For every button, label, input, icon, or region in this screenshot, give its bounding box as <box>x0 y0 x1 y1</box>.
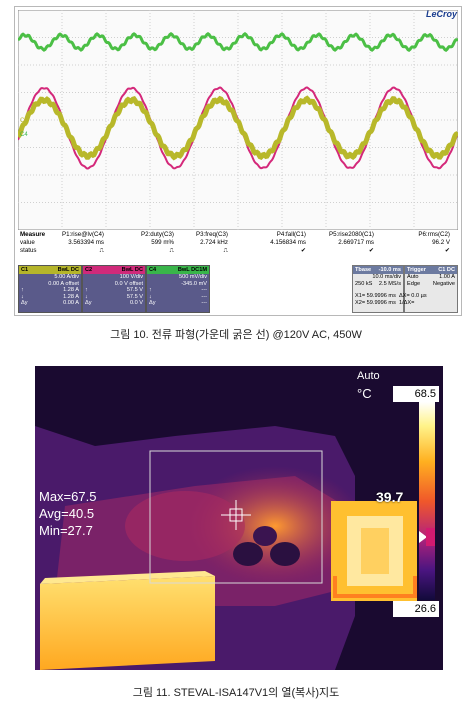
status-label: status <box>20 247 37 254</box>
transformer-inner <box>361 528 389 574</box>
capacitor-3 <box>253 526 277 546</box>
temperature-unit: °C <box>357 386 372 401</box>
measure-value: 2.669717 ms <box>338 239 374 246</box>
timebase-box: Tbase -10.0 ms 10.0 ms/div 250 kS 2.5 MS/s <box>352 265 404 313</box>
measurement-area-box <box>149 450 323 584</box>
channel-line: Δy 0.00 A <box>21 300 79 307</box>
channel-coupling: BwL DC1M <box>177 267 207 273</box>
cursor-dx: ΔX= 0.0 µs <box>399 293 427 299</box>
cursor-inv-dx: 1/ΔX= <box>399 300 415 306</box>
channel-line: ↓ 57.5 V <box>85 293 143 300</box>
channel-line: ↓ 1.28 A <box>21 293 79 300</box>
capacitor-2 <box>270 542 300 566</box>
channel-settings: C1 BwL DC 5.00 A/div 0.00 A offset ↑ 1.28 A ↓ 1… <box>18 265 458 313</box>
oscilloscope-screenshot: C1 C4 LeCroy Measure value status P1:ris… <box>14 6 462 316</box>
channel-box-c1: C1 BwL DC 5.00 A/div 0.00 A offset ↑ 1.28 A ↓ 1… <box>18 265 82 313</box>
measure-value: 2.724 kHz <box>200 239 228 246</box>
measure-value: 599 m% <box>151 239 174 246</box>
scale-max-value: 68.5 <box>393 386 439 402</box>
thermal-scene <box>35 366 443 670</box>
figure11-caption: 그림 11. STEVAL-ISA147V1의 열(복사)지도 <box>132 687 340 699</box>
value-label: value <box>20 239 35 246</box>
waveforms <box>18 31 458 170</box>
channel-box-c2: C2 BwL DC 100 V/div 0.0 V offset ↑ 57.5 V ↓ 57.… <box>82 265 146 313</box>
scale-marker-icon <box>419 531 427 543</box>
measure-value: 96.2 V <box>432 239 450 246</box>
heatsink-top <box>40 571 215 584</box>
scale-min-value: 26.6 <box>393 601 439 617</box>
measure-status: ⎍ <box>223 247 228 254</box>
channel-line: 100 V/div <box>119 274 143 280</box>
scale-mode: Auto <box>357 370 380 382</box>
measure-value: 3.563394 ms <box>68 239 104 246</box>
channel-line: ↑ 1.28 A <box>21 287 79 294</box>
measure-name: P3:freq(C3) <box>196 231 228 238</box>
channel-line: Δy 0.0 V <box>85 300 143 307</box>
stat-min: Min=27.7 <box>39 523 93 538</box>
warm-spot-area <box>125 491 245 561</box>
channel-line: 500 mV/div <box>179 274 207 280</box>
brand-logo: LeCroy <box>425 9 457 19</box>
trigger-box: Trigger C1 DC Auto 1.00 A Edge Negative <box>404 265 458 313</box>
channel-line: Δy --- <box>149 300 207 307</box>
thermal-image: Max=67.5 Avg=40.5 Min=27.7 Auto °C 68.5 … <box>35 366 443 670</box>
channel-name: C4 <box>149 267 157 273</box>
spot-temperature: 39.7 <box>376 489 404 505</box>
cursor-x2: X2= 59.9996 ms <box>355 300 396 306</box>
crosshair-icon <box>221 500 251 530</box>
measure-name: P1:rise@lv(C4) <box>61 231 104 238</box>
channel-line: ↑ --- <box>149 287 207 294</box>
channel-line: -345.0 mV <box>181 280 207 287</box>
cursor-x1: X1= 59.9996 ms <box>355 293 396 299</box>
temperature-stats: Max=67.5 Avg=40.5 Min=27.7 <box>39 488 96 539</box>
channel-name: C1 <box>21 267 29 273</box>
channel-coupling: BwL DC <box>57 267 79 273</box>
hot-spot-area <box>185 466 365 586</box>
channel-line: 0.00 A offset <box>48 280 79 287</box>
channel-coupling: BwL DC <box>121 267 143 273</box>
temperature-scale-bar <box>419 402 435 600</box>
channel-marker-c4: C4 <box>20 132 28 138</box>
cursor-readout: X1= 59.9996 ms ΔX= 0.0 µs X2= 59.9996 ms… <box>355 293 427 307</box>
stat-avg: Avg=40.5 <box>39 506 95 521</box>
measure-name: P5:rise2080(C1) <box>328 231 374 238</box>
channel-line: 5.00 A/div <box>54 274 79 280</box>
measure-name: P4:fall(C1) <box>276 231 306 238</box>
channel-line: ↑ 57.5 V <box>85 287 143 294</box>
capacitor-1 <box>233 542 263 566</box>
measure-status: ✔ <box>444 247 450 254</box>
channel-marker-c1: C1 <box>20 118 28 124</box>
measure-value: 4.156834 ms <box>270 239 306 246</box>
measure-table: Measure value status P1:rise@lv(C4) 3.563… <box>18 231 458 261</box>
channel-box-c4: C4 BwL DC1M 500 mV/div -345.0 mV ↑ --- ↓ --- Δy -… <box>146 265 210 313</box>
scope-grid <box>18 10 458 230</box>
measure-status: ✔ <box>368 247 374 254</box>
waveform-c1 <box>18 95 458 161</box>
measure-status: ✔ <box>300 247 306 254</box>
measure-status: ⎍ <box>99 247 104 254</box>
measure-status: ⎍ <box>169 247 174 254</box>
measure-label: Measure <box>20 231 46 238</box>
stat-max: Max=67.5 <box>39 489 97 504</box>
channel-name: C2 <box>85 267 93 273</box>
figure10-caption: 그림 10. 전류 파형(가운데 굵은 선) @120V AC, 450W <box>110 329 362 341</box>
measure-name: P6:rms(C2) <box>418 231 450 238</box>
transformer-leads <box>333 576 417 598</box>
measure-name: P2:duty(C3) <box>140 231 174 238</box>
heatsink-block <box>40 576 215 670</box>
channel-line: ↓ --- <box>149 293 207 300</box>
channel-line: 0.0 V offset <box>114 280 143 287</box>
waveform-plot: C1 C4 <box>18 10 458 230</box>
waveform-c4 <box>18 31 458 52</box>
